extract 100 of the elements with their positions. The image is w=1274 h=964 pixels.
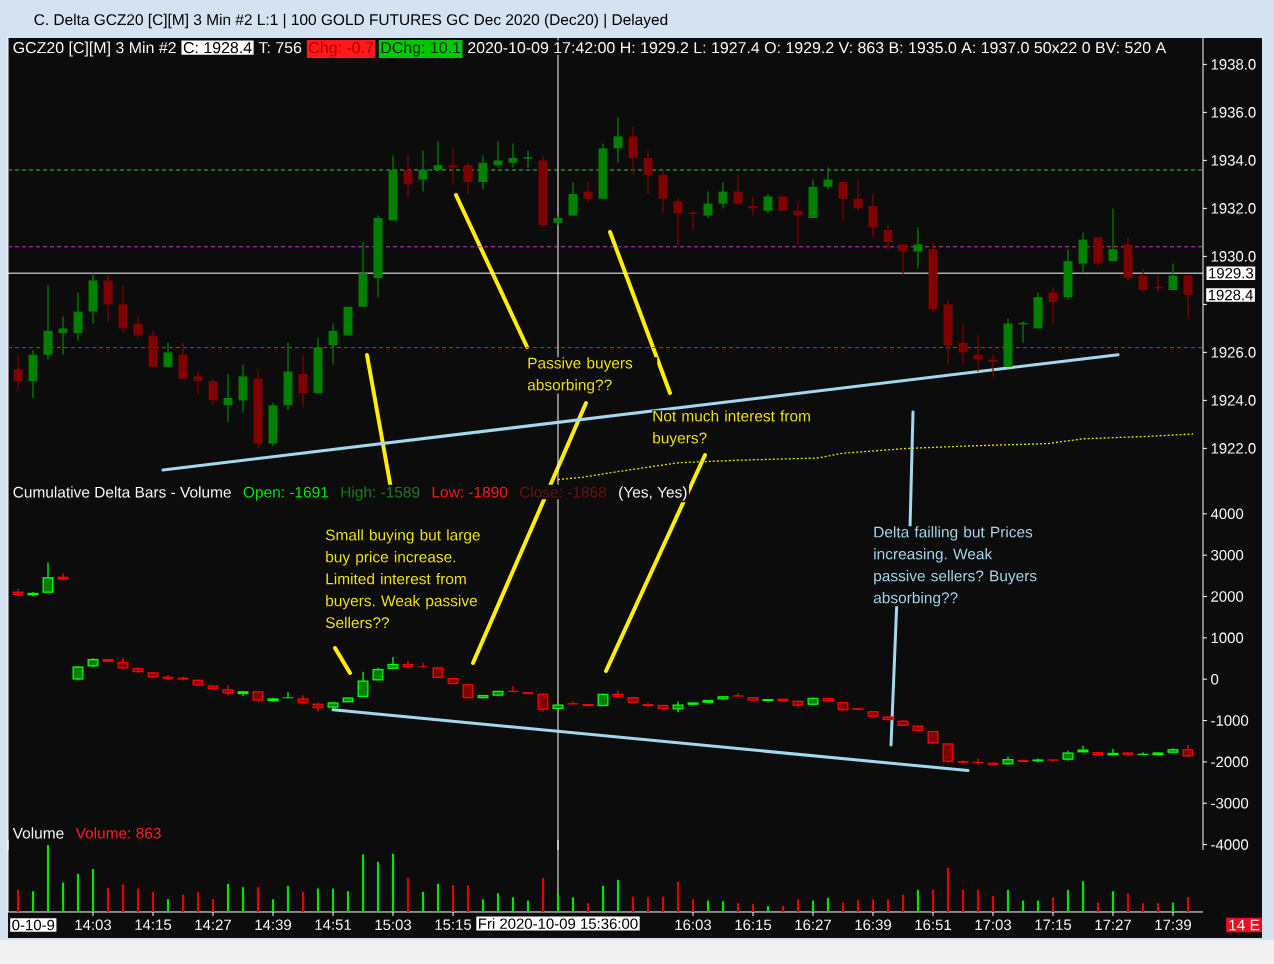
candlestick bbox=[313, 337, 323, 394]
y-tick-label: -1000 bbox=[1211, 715, 1249, 726]
candlestick bbox=[1168, 262, 1178, 291]
candlestick bbox=[178, 342, 188, 380]
candlestick bbox=[238, 363, 248, 414]
bar bbox=[691, 899, 695, 912]
bar bbox=[616, 879, 620, 912]
candlestick bbox=[958, 322, 968, 366]
candlestick bbox=[1033, 291, 1043, 330]
candlestick bbox=[718, 181, 728, 210]
chart-title: Cumulative Delta Bars - Volume bbox=[13, 486, 231, 498]
bar bbox=[391, 853, 395, 912]
annotation: T: 756 bbox=[258, 41, 302, 54]
bar bbox=[826, 897, 830, 912]
candlestick bbox=[853, 178, 863, 212]
bar bbox=[256, 887, 260, 912]
bar bbox=[1156, 903, 1160, 912]
bar bbox=[1111, 891, 1115, 912]
annotation: Volume: 863 bbox=[75, 827, 161, 839]
candlestick bbox=[643, 150, 653, 195]
bar bbox=[121, 884, 125, 912]
bar bbox=[1141, 903, 1145, 912]
bar bbox=[1081, 881, 1085, 912]
candlestick bbox=[88, 272, 98, 325]
candlestick bbox=[253, 368, 263, 450]
bar bbox=[241, 887, 245, 912]
bar bbox=[886, 899, 890, 912]
candlestick bbox=[358, 241, 368, 308]
bar bbox=[946, 867, 950, 912]
bar bbox=[226, 883, 230, 912]
bar bbox=[91, 869, 95, 912]
annotation: Not much interest from buyers? bbox=[653, 410, 810, 447]
candlestick bbox=[898, 243, 908, 277]
candlestick bbox=[628, 126, 638, 176]
candlestick bbox=[1108, 207, 1118, 262]
candlestick bbox=[208, 378, 218, 406]
annotation: Close: -1868 bbox=[520, 486, 607, 498]
candlestick bbox=[298, 354, 308, 409]
annotation: Delta failling but Prices increasing. Weak passive sellers? Buyers absorbing?? bbox=[873, 526, 1037, 607]
bar bbox=[481, 899, 485, 912]
bar bbox=[286, 885, 290, 912]
candlestick bbox=[433, 140, 443, 171]
candlestick bbox=[598, 142, 608, 200]
annotation: (Yes, Yes) bbox=[619, 486, 687, 501]
candlestick bbox=[522, 150, 534, 169]
candlestick bbox=[343, 306, 353, 337]
x-tick-label: 14:03 bbox=[75, 919, 112, 931]
candlestick bbox=[883, 224, 893, 250]
candlestick bbox=[328, 322, 338, 366]
candlestick bbox=[193, 370, 203, 394]
candlestick bbox=[373, 214, 383, 298]
chart-title: C. Delta GCZ20 [C][M] 3 Min #2 L:1 | 100 GOLD FUTURES GC Dec 2020 (Dec20) | Delayed bbox=[34, 13, 668, 29]
candlestick bbox=[568, 181, 578, 217]
bar bbox=[511, 897, 515, 912]
x-tick-label: 16:39 bbox=[855, 919, 891, 931]
candlestick bbox=[868, 193, 878, 238]
candlestick bbox=[118, 284, 128, 334]
candlestick bbox=[823, 166, 833, 190]
y-tick-label: 1934.0 bbox=[1211, 155, 1256, 166]
candlestick bbox=[417, 662, 429, 668]
y-tick-label: 1932.0 bbox=[1211, 203, 1256, 214]
candlestick bbox=[403, 154, 413, 198]
annotation: High: -1589 bbox=[341, 486, 420, 501]
annotation: 2020-10-09 17:42:00 H: 1929.2 L: 1927.4 O: 1929.2 V: 863 B: 1935.0 A: 1937.0 50x22 0 BV: 520 A bbox=[468, 41, 1167, 54]
x-tick-label: 16:51 bbox=[915, 919, 951, 931]
x-tick-label: 17:27 bbox=[1095, 919, 1131, 930]
candlestick bbox=[928, 241, 938, 313]
x-tick-label: 14:15 bbox=[135, 919, 172, 930]
bar bbox=[871, 899, 875, 912]
candlestick bbox=[703, 190, 713, 219]
candlestick bbox=[1183, 274, 1193, 320]
text: 0-10-9 bbox=[12, 919, 55, 931]
x-tick-label: 15:15 bbox=[435, 919, 472, 930]
annotation: GCZ20 [C][M] 3 Min #2 bbox=[13, 41, 176, 57]
bar bbox=[46, 845, 50, 912]
candlestick bbox=[538, 154, 548, 229]
bar bbox=[541, 877, 545, 912]
x-tick-label: 14:27 bbox=[195, 919, 231, 930]
bar bbox=[436, 883, 440, 912]
x-tick-label: 16:15 bbox=[735, 919, 772, 931]
candlestick bbox=[687, 210, 699, 231]
bar bbox=[1066, 889, 1070, 912]
bar bbox=[406, 877, 410, 912]
candlestick bbox=[658, 169, 668, 214]
y-tick-label: 3000 bbox=[1211, 549, 1244, 561]
candlestick bbox=[793, 200, 803, 246]
candlestick bbox=[673, 198, 683, 246]
bar bbox=[676, 881, 680, 912]
bar bbox=[361, 854, 365, 912]
candlestick bbox=[1138, 267, 1148, 294]
bar bbox=[556, 893, 560, 912]
candlestick bbox=[268, 402, 278, 447]
candlestick bbox=[282, 691, 294, 699]
candlestick bbox=[1063, 248, 1073, 301]
bar bbox=[301, 891, 305, 912]
bar bbox=[646, 897, 650, 912]
bar bbox=[586, 903, 590, 912]
x-tick-label: 16:27 bbox=[795, 919, 831, 931]
bar bbox=[421, 891, 425, 912]
candlestick bbox=[28, 349, 38, 399]
